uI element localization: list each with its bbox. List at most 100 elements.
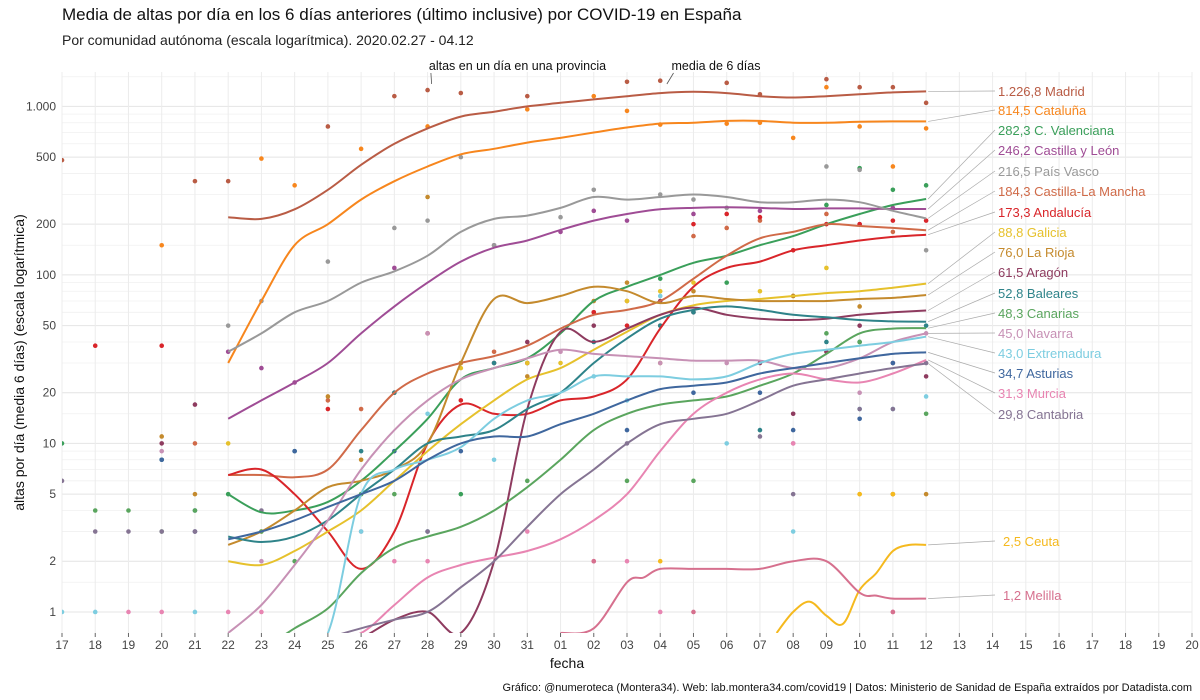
point-castilla-la-mancha bbox=[192, 441, 198, 446]
label-murcia: 31,3 Murcia bbox=[998, 386, 1067, 401]
point-canarias bbox=[92, 508, 98, 513]
point-andalucia bbox=[458, 398, 464, 403]
point-cantabria bbox=[192, 529, 198, 534]
y-tick-label: 20 bbox=[43, 386, 57, 400]
point-la-rioja bbox=[624, 280, 630, 285]
point-murcia bbox=[790, 441, 796, 446]
point-pais-vasco bbox=[325, 259, 331, 264]
point-canarias bbox=[691, 478, 696, 484]
line-cantabria bbox=[340, 362, 927, 633]
point-canarias bbox=[192, 508, 198, 513]
x-tick-label: 01 bbox=[554, 638, 568, 652]
y-tick-label: 100 bbox=[36, 268, 56, 282]
leader-c-valenciana bbox=[927, 129, 996, 200]
point-madrid bbox=[192, 178, 198, 184]
y-tick-label: 200 bbox=[36, 217, 56, 231]
x-tick-label: 09 bbox=[820, 638, 834, 652]
x-tick-label: 25 bbox=[321, 638, 335, 652]
leader-galicia bbox=[927, 231, 996, 284]
point-madrid bbox=[923, 100, 929, 106]
point-navarra bbox=[259, 558, 264, 564]
point-andalucia bbox=[159, 343, 165, 349]
point-madrid bbox=[724, 80, 730, 86]
label-canarias: 48,3 Canarias bbox=[998, 306, 1079, 321]
point-andalucia bbox=[325, 406, 331, 412]
point-cataluna bbox=[358, 146, 364, 152]
point-la-rioja bbox=[923, 491, 929, 497]
point-madrid bbox=[890, 84, 896, 90]
x-tick-label: 07 bbox=[753, 638, 767, 652]
line-madrid bbox=[228, 90, 927, 221]
point-cataluna bbox=[259, 156, 264, 161]
point-cataluna bbox=[624, 108, 630, 114]
label-c-valenciana: 282,3 C. Valenciana bbox=[998, 123, 1115, 138]
line-galicia bbox=[228, 282, 927, 567]
label-asturias: 34,7 Asturias bbox=[998, 366, 1074, 381]
point-murcia bbox=[392, 558, 397, 564]
point-pais-vasco bbox=[225, 323, 231, 328]
point-castilla-y-leon bbox=[392, 265, 397, 271]
point-extremadura bbox=[923, 394, 929, 399]
chart-caption: Gráfico: @numeroteca (Montera34). Web: l… bbox=[502, 682, 1192, 694]
x-tick-label: 19 bbox=[122, 638, 136, 652]
x-tick-label: 27 bbox=[388, 638, 402, 652]
label-aragon: 61,5 Aragón bbox=[998, 265, 1068, 280]
point-galicia bbox=[757, 288, 763, 294]
point-pais-vasco bbox=[824, 164, 829, 169]
point-castilla-y-leon bbox=[259, 365, 264, 371]
leader-pais-vasco bbox=[927, 170, 996, 219]
annotations: altas en un día en una provincia media de… bbox=[429, 59, 760, 85]
line-cataluna bbox=[227, 119, 927, 364]
line-andalucia bbox=[227, 233, 927, 570]
point-asturias bbox=[292, 448, 297, 454]
point-aragon bbox=[591, 323, 597, 328]
point-cataluna bbox=[724, 121, 730, 126]
point-pais-vasco bbox=[923, 247, 929, 253]
x-tick-label: 29 bbox=[454, 638, 468, 652]
point-andalucia bbox=[92, 343, 98, 349]
point-murcia bbox=[159, 609, 165, 615]
point-navarra bbox=[159, 448, 165, 454]
leader-aragon bbox=[927, 271, 996, 311]
point-melilla bbox=[890, 609, 896, 615]
line-baleares bbox=[228, 305, 927, 543]
point-madrid bbox=[458, 90, 464, 96]
point-cantabria bbox=[159, 529, 165, 534]
label-pais-vasco: 216,5 País Vasco bbox=[998, 164, 1099, 179]
label-extremadura: 43,0 Extremadura bbox=[998, 346, 1102, 361]
point-galicia bbox=[691, 280, 696, 285]
point-la-rioja bbox=[358, 457, 364, 463]
chart-title: Media de altas por día en los 6 días ant… bbox=[62, 5, 742, 24]
x-axis-title: fecha bbox=[550, 655, 584, 671]
leader-asturias bbox=[928, 352, 996, 374]
point-canarias bbox=[624, 478, 630, 484]
x-tick-label: 22 bbox=[221, 638, 235, 652]
label-la-rioja: 76,0 La Rioja bbox=[998, 245, 1075, 260]
point-navarra bbox=[724, 360, 730, 366]
point-galicia bbox=[657, 288, 663, 294]
point-asturias bbox=[790, 427, 796, 433]
point-asturias bbox=[624, 427, 630, 433]
point-canarias bbox=[824, 331, 829, 336]
point-baleares bbox=[491, 360, 497, 366]
point-cantabria bbox=[890, 406, 896, 412]
point-galicia bbox=[624, 298, 630, 304]
grid-lines bbox=[61, 72, 1193, 633]
label-castilla-y-leon: 246,2 Castilla y León bbox=[998, 143, 1119, 158]
y-tick-label: 1 bbox=[49, 605, 56, 619]
x-tick-label: 08 bbox=[786, 638, 800, 652]
point-c-valenciana bbox=[458, 491, 464, 497]
point-murcia bbox=[624, 558, 630, 564]
point-c-valenciana bbox=[657, 276, 663, 281]
point-galicia bbox=[824, 265, 829, 271]
x-tick-label: 06 bbox=[720, 638, 734, 652]
point-pais-vasco bbox=[591, 187, 597, 193]
point-pais-vasco bbox=[857, 167, 862, 173]
line-asturias bbox=[227, 351, 927, 541]
point-madrid bbox=[624, 79, 630, 85]
point-navarra bbox=[657, 360, 663, 366]
point-madrid bbox=[857, 84, 862, 90]
point-cataluna bbox=[923, 126, 929, 131]
point-extremadura bbox=[62, 609, 65, 615]
